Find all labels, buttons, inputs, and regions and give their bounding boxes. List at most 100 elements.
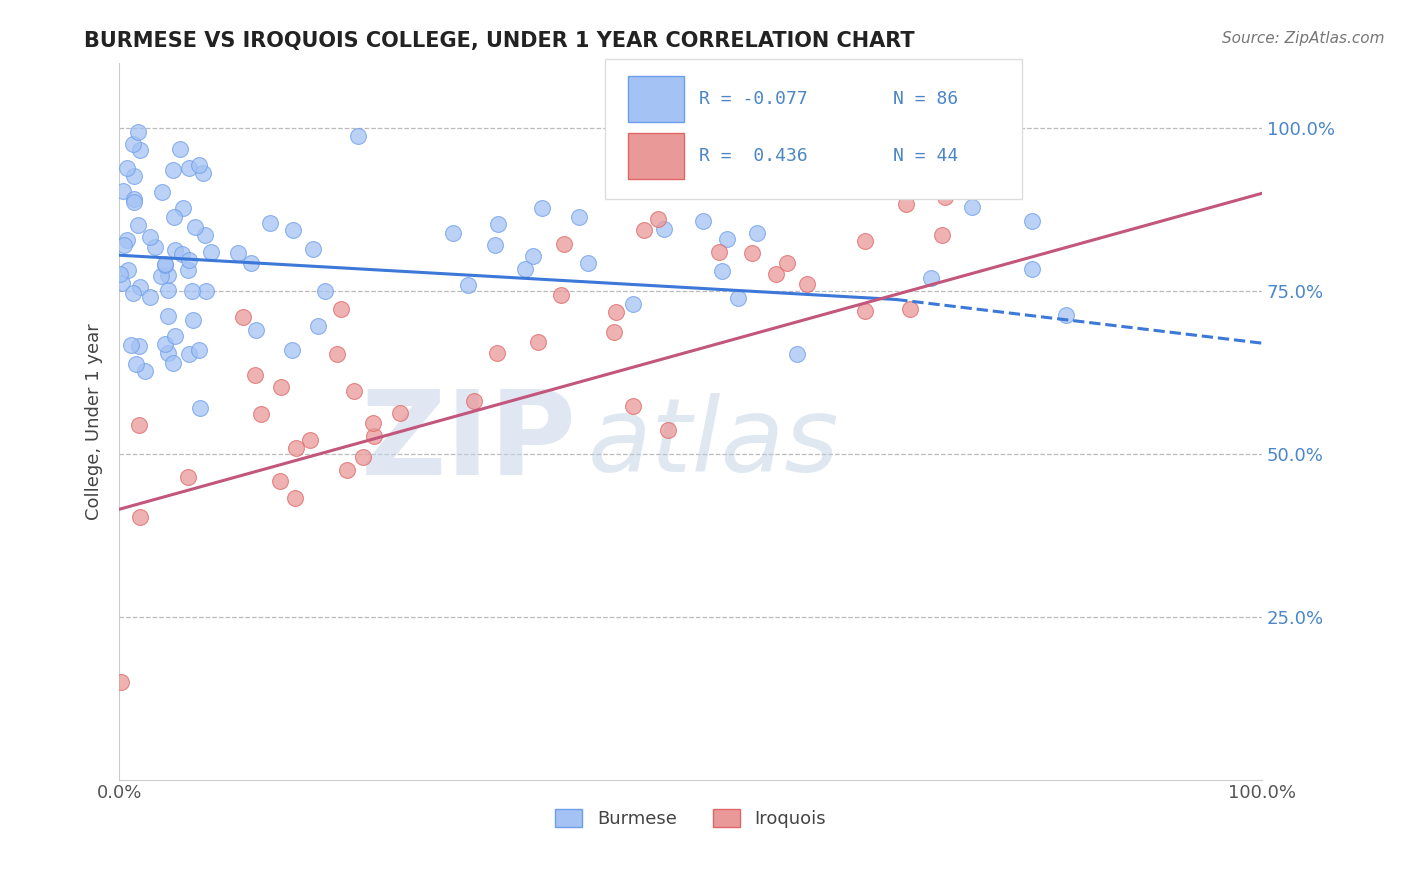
Point (1021, 262, 1043, 277)
Point (240, 256, 263, 270)
Point (285, 441, 308, 455)
Point (388, 406, 411, 420)
Point (363, 428, 385, 442)
Point (115, 161, 138, 175)
Point (347, 129, 370, 144)
Point (156, 346, 179, 360)
Point (152, 186, 174, 200)
Point (621, 297, 644, 311)
Point (245, 323, 267, 337)
Point (633, 222, 655, 236)
Point (576, 256, 599, 270)
Point (1021, 213, 1043, 227)
Point (184, 220, 207, 235)
Point (898, 302, 921, 317)
Point (953, 91, 976, 105)
Point (314, 284, 336, 298)
Text: N = 44: N = 44 (893, 147, 957, 165)
Point (226, 246, 249, 260)
Point (484, 237, 506, 252)
Point (657, 423, 679, 437)
Point (124, 192, 146, 206)
Point (128, 417, 150, 432)
Point (745, 226, 768, 240)
Point (652, 221, 675, 235)
Point (120, 338, 142, 352)
Point (150, 268, 173, 283)
Point (172, 201, 194, 215)
Point (139, 230, 162, 244)
Point (862, 151, 884, 165)
Point (716, 232, 738, 246)
Point (179, 161, 201, 175)
Point (441, 226, 464, 240)
Text: Source: ZipAtlas.com: Source: ZipAtlas.com (1222, 31, 1385, 46)
Point (157, 309, 180, 323)
Point (127, 218, 149, 232)
Point (553, 237, 575, 252)
Point (336, 463, 359, 477)
Text: R = -0.077: R = -0.077 (699, 90, 807, 108)
Point (117, 233, 139, 247)
Point (776, 256, 799, 270)
Legend: Burmese, Iroquois: Burmese, Iroquois (548, 801, 834, 835)
Point (269, 474, 291, 488)
Point (129, 510, 152, 524)
Text: ZIP: ZIP (360, 385, 576, 500)
Point (1054, 308, 1077, 322)
Point (156, 283, 179, 297)
Point (129, 143, 152, 157)
Point (283, 223, 305, 237)
Point (111, 277, 134, 291)
Point (177, 470, 200, 484)
Point (352, 450, 374, 465)
Point (108, 267, 131, 281)
Text: N = 86: N = 86 (893, 90, 957, 108)
Point (194, 228, 217, 243)
Point (605, 305, 627, 319)
Point (486, 345, 509, 359)
Point (194, 284, 217, 298)
Point (179, 347, 201, 361)
Text: BURMESE VS IROQUOIS COLLEGE, UNDER 1 YEAR CORRELATION CHART: BURMESE VS IROQUOIS COLLEGE, UNDER 1 YEA… (84, 31, 915, 51)
Point (855, 235, 877, 249)
Point (128, 279, 150, 293)
Point (284, 491, 307, 506)
Point (112, 237, 135, 252)
Point (112, 184, 135, 198)
Point (603, 325, 626, 339)
Point (169, 142, 191, 156)
Point (692, 214, 714, 228)
Point (298, 433, 321, 447)
Text: atlas: atlas (588, 392, 839, 492)
Point (122, 136, 145, 151)
Point (232, 310, 254, 324)
Point (153, 336, 176, 351)
Point (127, 125, 149, 139)
Point (170, 247, 193, 261)
Point (931, 228, 953, 243)
Point (165, 328, 187, 343)
Point (647, 212, 669, 227)
Point (191, 166, 214, 180)
Point (707, 244, 730, 259)
Point (162, 356, 184, 370)
Point (200, 244, 222, 259)
Point (796, 277, 818, 292)
Point (513, 261, 536, 276)
Point (243, 368, 266, 383)
Point (621, 399, 644, 413)
Point (139, 290, 162, 304)
Point (741, 246, 763, 260)
Point (330, 301, 353, 316)
Point (896, 196, 918, 211)
Point (457, 277, 479, 292)
Point (325, 347, 347, 361)
Point (765, 267, 787, 281)
Point (270, 379, 292, 393)
Point (486, 217, 509, 231)
Point (128, 339, 150, 353)
Point (157, 268, 180, 282)
FancyBboxPatch shape (627, 133, 683, 179)
FancyBboxPatch shape (605, 60, 1022, 199)
